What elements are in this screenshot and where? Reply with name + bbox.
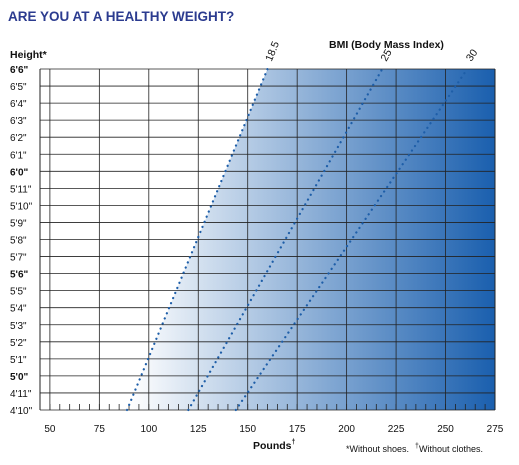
bmi-label-18.5: 18.5: [263, 40, 282, 64]
y-tick-label: 6'3": [10, 116, 27, 127]
y-tick-label: 6'2": [10, 133, 27, 144]
chart-title: ARE YOU AT A HEALTHY WEIGHT?: [8, 9, 234, 24]
chart-grid: [39, 68, 496, 411]
y-tick-label: 4'10": [10, 406, 33, 417]
x-axis-ticks: 50 75 100 125 150 175 200 225 250 275: [44, 424, 503, 435]
x-axis-title-text: Pounds: [253, 440, 292, 452]
x-tick-label: 50: [44, 424, 56, 435]
y-axis-ticks: 4'10" 4'11" 5'0" 5'1" 5'2" 5'3" 5'4" 5'5" 5'6" 5'…: [10, 65, 33, 417]
x-tick-label: 125: [190, 424, 207, 435]
x-axis-title-mark: †: [292, 439, 296, 446]
x-tick-label: 200: [338, 424, 355, 435]
y-tick-label: 5'4": [10, 304, 27, 315]
y-tick-label: 5'3": [10, 321, 27, 332]
y-tick-label: 6'4": [10, 99, 27, 110]
bmi-label-25: 25: [378, 47, 394, 63]
footnote-clothes: Without clothes.: [419, 444, 483, 454]
x-tick-label: 100: [140, 424, 157, 435]
y-tick-label: 5'5": [10, 287, 27, 298]
footnote-shoes-mark: *: [346, 444, 350, 454]
y-tick-label: 5'9": [10, 218, 27, 229]
y-tick-label: 6'1": [10, 150, 27, 161]
bmi-line-18.5: [125, 67, 269, 412]
x-tick-label: 75: [94, 424, 106, 435]
y-tick-label: 5'6": [10, 270, 29, 281]
y-tick-label: 6'5": [10, 82, 27, 93]
footnote: *Without shoes. †Without clothes.: [346, 443, 483, 454]
y-tick-label: 5'0": [10, 372, 29, 383]
y-axis-title: Height*: [10, 49, 48, 61]
x-tick-label: 275: [487, 424, 504, 435]
y-tick-label: 5'1": [10, 355, 27, 366]
bmi-lines: 18.5 25 30: [125, 40, 481, 412]
bmi-line-25: [187, 67, 384, 412]
y-tick-label: 5'2": [10, 338, 27, 349]
y-tick-label: 4'11": [10, 389, 32, 400]
footnote-shoes: Without shoes.: [350, 444, 410, 454]
x-tick-label: 175: [289, 424, 306, 435]
y-tick-label: 6'6": [10, 65, 29, 76]
x-tick-label: 225: [388, 424, 405, 435]
footnote-clothes-mark: †: [415, 443, 419, 450]
y-tick-label: 5'11": [10, 184, 32, 195]
y-tick-label: 5'8": [10, 236, 27, 247]
x-tick-label: 250: [437, 424, 454, 435]
y-tick-label: 5'10": [10, 201, 33, 212]
bmi-label-30: 30: [464, 47, 481, 64]
x-axis-title: Pounds†: [253, 439, 296, 452]
y-tick-label: 5'7": [10, 253, 27, 264]
y-tick-label: 6'0": [10, 167, 29, 178]
x-tick-label: 150: [239, 424, 256, 435]
bmi-title: BMI (Body Mass Index): [329, 39, 444, 51]
